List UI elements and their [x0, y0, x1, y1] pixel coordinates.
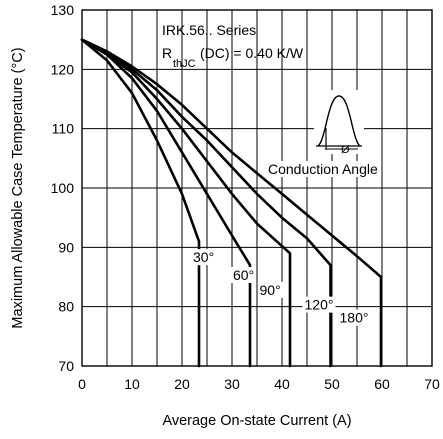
rthjc-subscript: thJC [173, 58, 196, 70]
angle-symbol: Ø [341, 144, 350, 156]
series-label-background [191, 249, 217, 266]
x-tick-label: 30 [224, 376, 240, 392]
series-line-2 [80, 38, 252, 368]
series-label-background [302, 296, 336, 313]
series-label-5: 180° [340, 310, 369, 326]
series-label-background [257, 281, 283, 298]
series-label-3: 90° [260, 282, 281, 298]
rthjc-symbol: R [162, 45, 172, 61]
y-tick-label: 120 [51, 61, 75, 77]
series-label-1: 30° [193, 249, 214, 265]
y-tick-label: 80 [58, 299, 74, 315]
plot-frame [81, 9, 433, 367]
series-label-background [231, 266, 257, 283]
y-axis-label: Maximum Allowable Case Temperature (°C) [10, 47, 26, 328]
chart-title: IRK.56.. Series [162, 22, 256, 38]
series-line-3 [80, 38, 292, 368]
y-tick-label: 130 [51, 2, 75, 18]
y-tick-label: 100 [51, 180, 75, 196]
x-tick-label: 70 [424, 376, 440, 392]
x-tick-label: 60 [374, 376, 390, 392]
x-tick-label: 20 [174, 376, 190, 392]
tick-labels: 0 10 20 30 40 50 60 70 70 80 90 100 110 120 130 [51, 2, 440, 392]
x-tick-label: 10 [124, 376, 140, 392]
x-tick-label: 50 [324, 376, 340, 392]
half-sine-waveform-icon [317, 95, 361, 147]
series-labels: 30° 60° 90° 120° 180° [191, 249, 371, 326]
grid [81, 9, 433, 367]
series-line-4 [80, 38, 332, 368]
y-tick-label: 90 [58, 239, 74, 255]
rthjc-condition: (DC) = 0.40 K/W [200, 45, 304, 61]
series-line-5 [80, 38, 383, 368]
series-label-background [337, 309, 371, 326]
y-tick-label: 70 [58, 358, 74, 374]
conduction-angle-label: Conduction Angle [268, 161, 378, 177]
x-axis-label: Average On-state Current (A) [162, 413, 351, 429]
series-label-4: 120° [305, 297, 334, 313]
curves [80, 38, 383, 368]
x-tick-label: 0 [78, 376, 86, 392]
y-tick-label: 110 [52, 121, 75, 137]
conduction-angle-diagram: Ø Conduction Angle [266, 90, 380, 177]
inset-label-background [266, 161, 380, 177]
x-tick-label: 40 [274, 376, 290, 392]
series-line-1 [80, 38, 201, 368]
inset-background [314, 90, 364, 154]
series-label-2: 60° [233, 267, 254, 283]
